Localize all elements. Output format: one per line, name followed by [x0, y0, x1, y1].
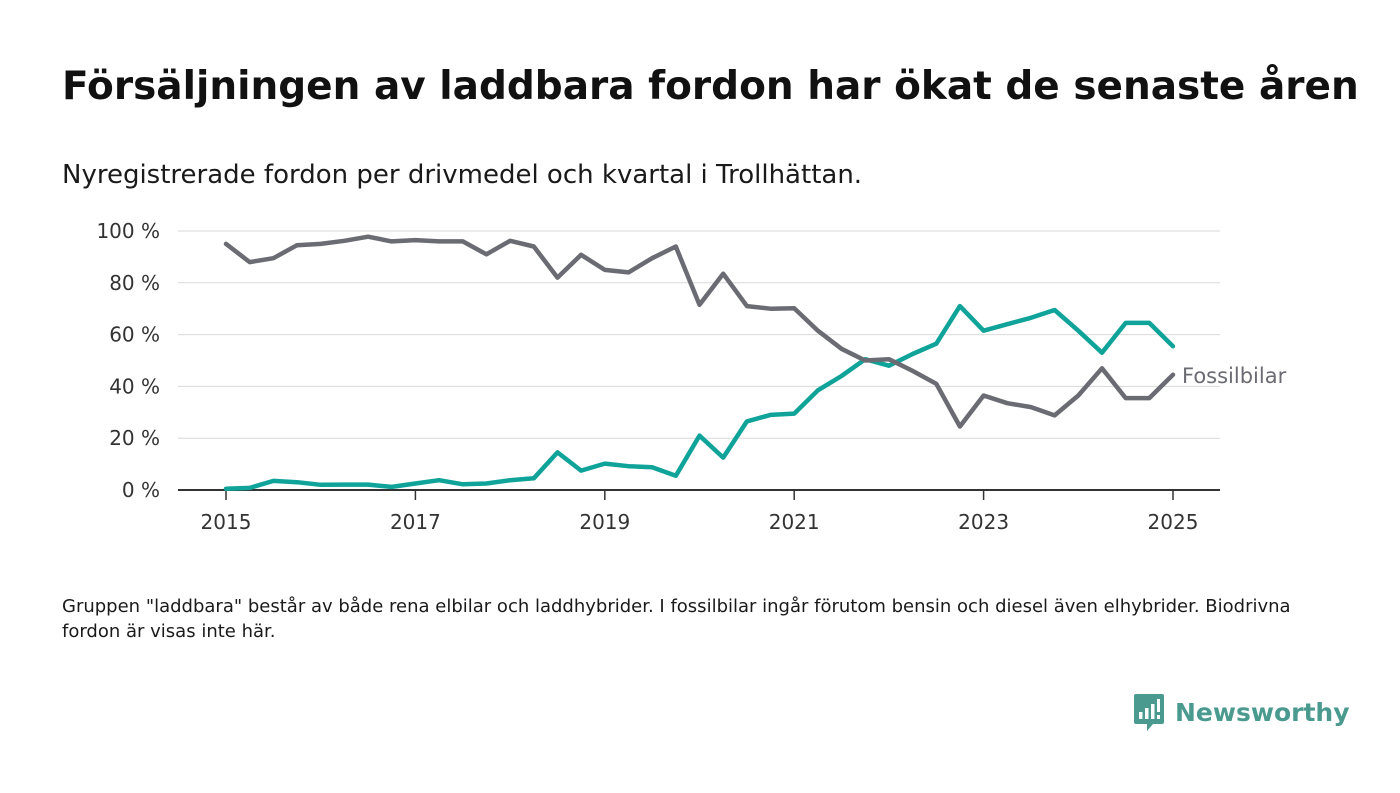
y-tick-label: 60 %: [109, 323, 160, 347]
y-tick-label: 20 %: [109, 426, 160, 450]
x-tick-label: 2023: [958, 510, 1009, 534]
x-tick-label: 2021: [769, 510, 820, 534]
series-line-1: [223, 303, 1176, 491]
series-label: Fossilbilar: [1182, 364, 1287, 388]
chart-title: Försäljningen av laddbara fordon har öka…: [62, 64, 1359, 109]
x-tick-label: 2019: [579, 510, 630, 534]
series-line-2: [223, 234, 1176, 429]
x-tick-label: 2025: [1148, 510, 1199, 534]
x-tick-label: 2017: [390, 510, 441, 534]
chart-footnote: Gruppen "laddbara" består av både rena e…: [62, 596, 1291, 642]
y-tick-label: 100 %: [96, 219, 160, 243]
x-tick-label: 2015: [201, 510, 252, 534]
y-tick-label: 0 %: [122, 478, 160, 502]
y-tick-label: 40 %: [109, 374, 160, 398]
brand-name: Newsworthy: [1175, 697, 1350, 727]
line-chart: 0 % 20 % 40 % 60 % 80 % 100 % 2015 2017 2019 2021…: [96, 219, 1287, 534]
brand-logo: Newsworthy: [1133, 692, 1350, 732]
y-tick-label: 80 %: [109, 271, 160, 295]
newsworthy-logo-icon: [1134, 694, 1164, 731]
chart-subtitle: Nyregistrerade fordon per drivmedel och …: [62, 160, 863, 190]
